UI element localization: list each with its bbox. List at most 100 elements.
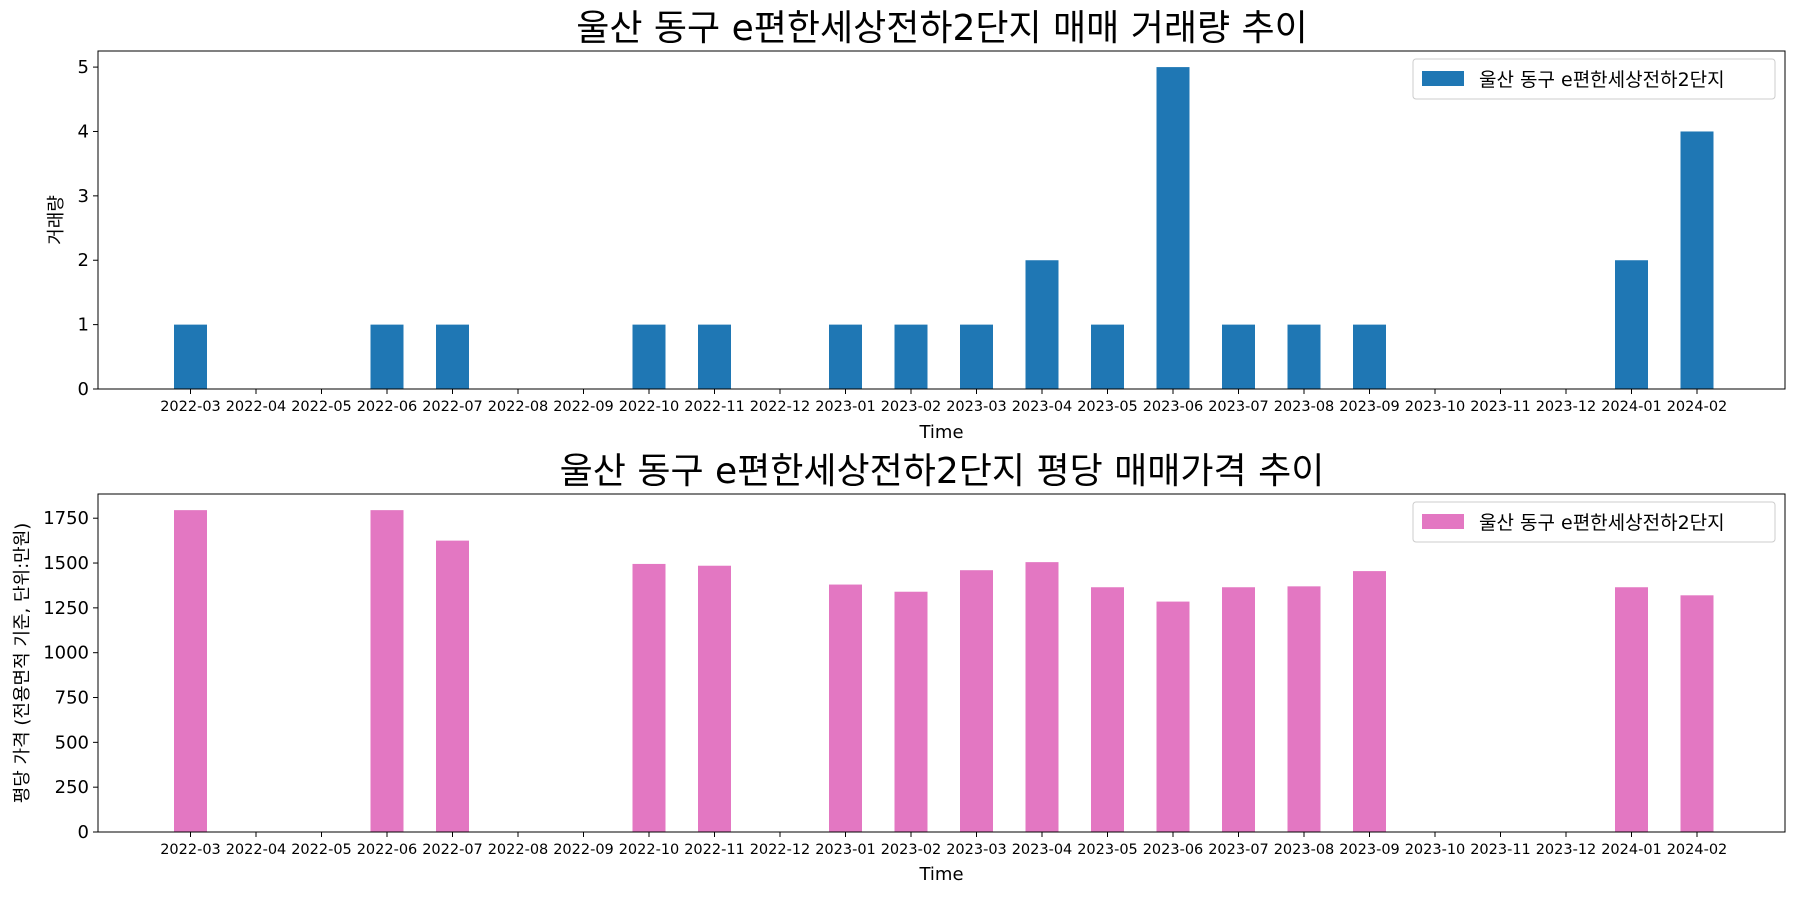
x-tick-label: 2023-09 (1339, 399, 1400, 415)
bar-2023-06 (1156, 601, 1190, 832)
plot-frame (97, 50, 1786, 390)
x-tick-label: 2023-03 (946, 842, 1007, 858)
x-tick-label: 2022-03 (160, 842, 221, 858)
x-tick-label: 2022-06 (357, 399, 418, 415)
x-tick-label: 2022-12 (750, 399, 811, 415)
x-tick-label: 2022-09 (553, 842, 614, 858)
bar-2022-11 (698, 565, 731, 832)
y-tick-label: 0 (78, 379, 89, 400)
bar-2022-07 (436, 324, 469, 389)
y-axis-ticks: 0 250 500 750 1000 1250 1500 1750 (43, 508, 98, 843)
bar-group (174, 67, 1714, 389)
bar-2024-01 (1615, 587, 1648, 832)
bar-2023-02 (894, 591, 928, 832)
bar-2023-02 (894, 324, 928, 389)
x-tick-label: 2022-12 (750, 842, 811, 858)
x-tick-label: 2023-10 (1405, 842, 1466, 858)
bar-2022-07 (436, 540, 469, 832)
x-tick-label: 2022-06 (357, 842, 418, 858)
x-tick-label: 2022-07 (422, 399, 483, 415)
x-tick-label: 2022-08 (488, 399, 549, 415)
x-axis-ticks: 2022-03 2022-04 2022-05 2022-06 2022-07 2022-… (160, 389, 1727, 415)
legend-swatch (1422, 71, 1464, 86)
bar-2023-01 (829, 324, 862, 389)
y-axis-label: 거래량 (46, 195, 67, 245)
x-axis-label: Time (918, 864, 963, 885)
legend-label: 울산 동구 e편한세상전하2단지 (1479, 512, 1725, 534)
y-tick-label: 1250 (43, 598, 89, 619)
bar-2023-05 (1091, 324, 1124, 389)
bar-2023-06 (1156, 67, 1190, 389)
x-tick-label: 2022-05 (291, 399, 352, 415)
x-tick-label: 2023-02 (881, 842, 942, 858)
bar-2022-11 (698, 324, 731, 389)
y-tick-label: 750 (55, 688, 89, 709)
legend-swatch (1422, 514, 1464, 529)
y-tick-label: 4 (78, 121, 89, 142)
x-tick-label: 2024-02 (1667, 399, 1728, 415)
bar-2023-04 (1025, 260, 1059, 389)
bar-group (174, 510, 1714, 832)
x-tick-label: 2022-08 (488, 842, 549, 858)
bar-2022-10 (632, 563, 666, 832)
y-axis-label: 평당 가격 (전용면적 기준, 단위:만원) (12, 523, 33, 804)
x-tick-label: 2022-03 (160, 399, 221, 415)
bar-2022-03 (174, 510, 207, 832)
y-tick-label: 3 (78, 186, 89, 207)
y-tick-label: 500 (55, 732, 89, 753)
bar-2023-05 (1091, 587, 1124, 832)
bar-2022-06 (370, 324, 404, 389)
chart-transaction-volume: 울산 동구 e편한세상전하2단지 매매 거래량 추이 2022-03 2022-0… (46, 8, 1786, 443)
bar-2022-03 (174, 324, 207, 389)
x-tick-label: 2023-03 (946, 399, 1007, 415)
x-tick-label: 2022-05 (291, 842, 352, 858)
x-tick-label: 2023-07 (1208, 399, 1269, 415)
y-tick-label: 1 (78, 315, 89, 336)
x-tick-label: 2023-12 (1536, 399, 1597, 415)
x-tick-label: 2022-04 (226, 399, 287, 415)
x-tick-label: 2023-11 (1470, 842, 1531, 858)
x-tick-label: 2023-04 (1012, 399, 1073, 415)
bar-2022-06 (370, 510, 404, 832)
bar-2023-09 (1353, 571, 1386, 832)
chart-title: 울산 동구 e편한세상전하2단지 평당 매매가격 추이 (560, 451, 1325, 492)
x-tick-label: 2023-01 (815, 842, 876, 858)
y-axis-ticks: 0 1 2 3 4 5 (78, 57, 98, 400)
y-tick-label: 1500 (43, 553, 89, 574)
bar-2023-07 (1222, 324, 1255, 389)
x-tick-label: 2023-07 (1208, 842, 1269, 858)
chart-title: 울산 동구 e편한세상전하2단지 매매 거래량 추이 (576, 8, 1308, 49)
x-tick-label: 2023-04 (1012, 842, 1073, 858)
x-tick-label: 2023-05 (1077, 399, 1138, 415)
x-tick-label: 2023-01 (815, 399, 876, 415)
x-tick-label: 2023-06 (1143, 842, 1204, 858)
legend-box (1412, 501, 1776, 543)
bar-2023-09 (1353, 324, 1386, 389)
x-tick-label: 2023-02 (881, 399, 942, 415)
y-tick-label: 2 (78, 250, 89, 271)
x-tick-label: 2023-06 (1143, 399, 1204, 415)
bar-2023-08 (1287, 586, 1321, 832)
bar-2024-02 (1680, 595, 1714, 832)
x-tick-label: 2023-10 (1405, 399, 1466, 415)
bar-2023-07 (1222, 587, 1255, 832)
chart-price-per-pyeong: 울산 동구 e편한세상전하2단지 평당 매매가격 추이 2022-03 2022-… (12, 451, 1786, 885)
x-tick-label: 2024-01 (1601, 399, 1662, 415)
y-tick-label: 5 (78, 57, 89, 78)
x-tick-label: 2022-11 (684, 842, 745, 858)
x-tick-label: 2023-05 (1077, 842, 1138, 858)
x-tick-label: 2022-10 (619, 399, 680, 415)
x-tick-label: 2023-11 (1470, 399, 1531, 415)
y-tick-label: 1000 (43, 643, 89, 664)
bar-2023-04 (1025, 562, 1059, 832)
bar-2023-01 (829, 584, 862, 832)
bar-2023-03 (960, 324, 993, 389)
x-tick-label: 2024-02 (1667, 842, 1728, 858)
x-tick-label: 2022-10 (619, 842, 680, 858)
bar-2023-03 (960, 570, 993, 832)
x-tick-label: 2022-07 (422, 842, 483, 858)
y-tick-label: 0 (78, 822, 89, 843)
plot-frame (97, 493, 1786, 833)
x-tick-label: 2023-09 (1339, 842, 1400, 858)
